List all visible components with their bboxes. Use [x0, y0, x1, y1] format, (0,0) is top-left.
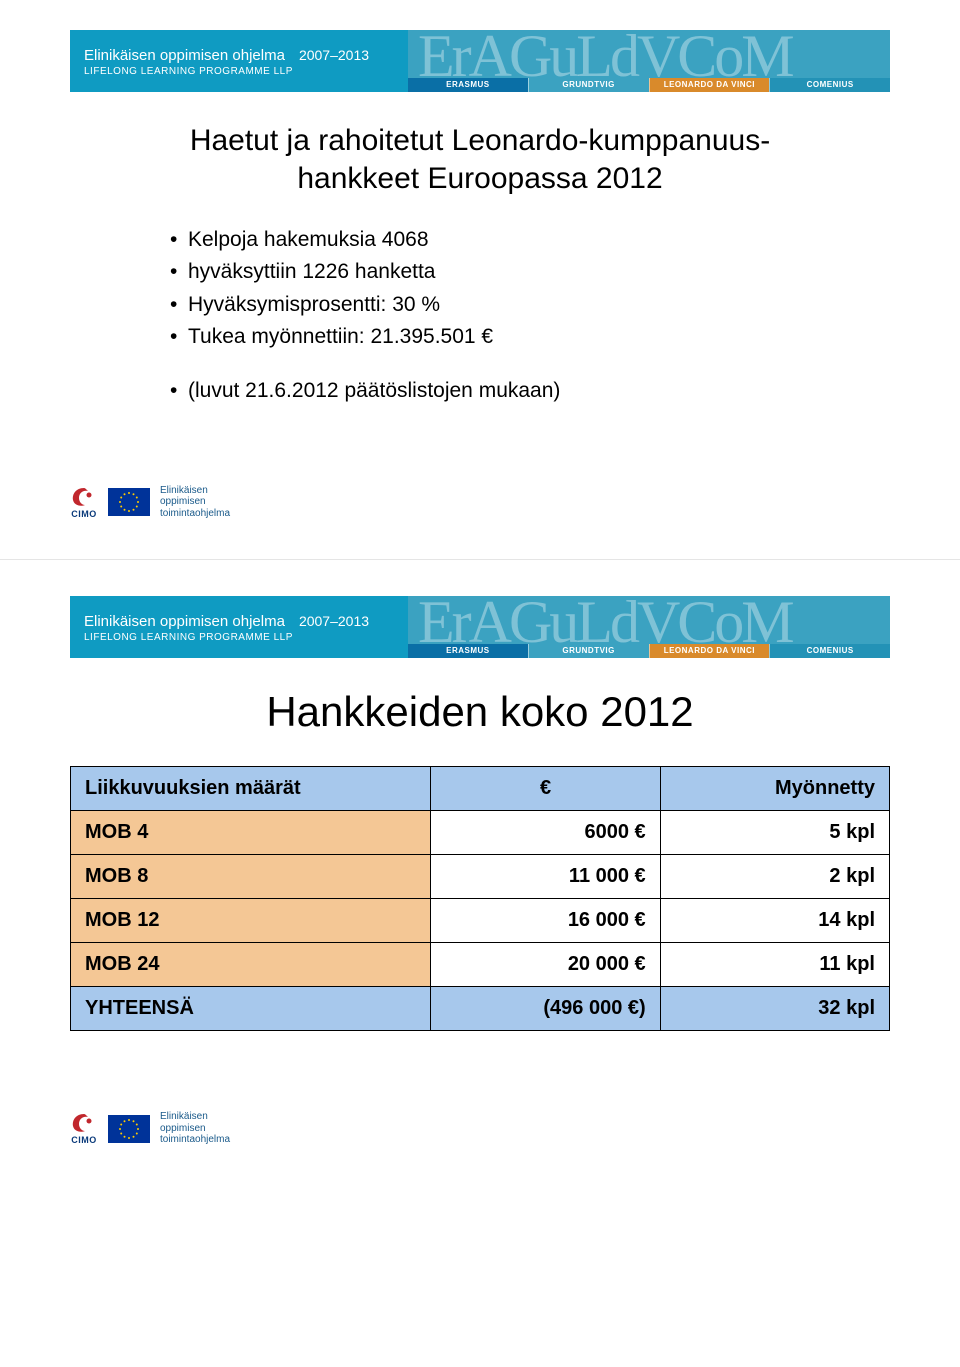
eu-flag-icon — [108, 488, 150, 516]
slide-divider — [0, 559, 960, 560]
table-row: MOB 4 6000 € 5 kpl — [71, 811, 890, 855]
row-count: 2 kpl — [660, 855, 889, 899]
footer-logos: CIMO Elinikäisenoppimisentoimintaohjelma — [70, 1111, 890, 1146]
cimo-text: CIMO — [71, 509, 97, 519]
table-footer-row: YHTEENSÄ (496 000 €) 32 kpl — [71, 987, 890, 1031]
bullet-item: Tukea myönnettiin: 21.395.501 € — [170, 322, 890, 351]
banner-tab: ERASMUS — [408, 644, 528, 658]
banner-left: Elinikäisen oppimisen ohjelma2007–2013 L… — [70, 30, 408, 92]
banner-tab: ERASMUS — [408, 78, 528, 92]
row-count: 14 kpl — [660, 899, 889, 943]
row-count: 11 kpl — [660, 943, 889, 987]
banner-left: Elinikäisen oppimisen ohjelma2007–2013 L… — [70, 596, 408, 658]
banner-tab: COMENIUS — [769, 644, 890, 658]
banner-tab: GRUNDTVIG — [528, 78, 649, 92]
row-label: MOB 24 — [71, 943, 431, 987]
table-header: Liikkuvuuksien määrät — [71, 767, 431, 811]
bullet-item: Hyväksymisprosentti: 30 % — [170, 290, 890, 319]
table-header: Myönnetty — [660, 767, 889, 811]
banner-tab: COMENIUS — [769, 78, 890, 92]
row-label: MOB 8 — [71, 855, 431, 899]
banner-subtitle: LIFELONG LEARNING PROGRAMME LLP — [84, 66, 394, 77]
footer-count: 32 kpl — [660, 987, 889, 1031]
cimo-logo: CIMO — [70, 486, 98, 519]
banner-tab: GRUNDTVIG — [528, 644, 649, 658]
programme-banner: Elinikäisen oppimisen ohjelma2007–2013 L… — [70, 596, 890, 658]
programme-text: Elinikäisenoppimisentoimintaohjelma — [160, 485, 230, 520]
programme-text: Elinikäisenoppimisentoimintaohjelma — [160, 1111, 230, 1146]
row-euro: 20 000 € — [431, 943, 660, 987]
slide1-title: Haetut ja rahoitetut Leonardo-kumppanuus… — [130, 122, 830, 197]
banner-tabs: ERASMUSGRUNDTVIGLEONARDO DA VINCICOMENIU… — [408, 78, 890, 92]
row-label: MOB 12 — [71, 899, 431, 943]
banner-tab: LEONARDO DA VINCI — [649, 78, 770, 92]
banner-tab: LEONARDO DA VINCI — [649, 644, 770, 658]
slide-2: Elinikäisen oppimisen ohjelma2007–2013 L… — [0, 566, 960, 1186]
slide-1: Elinikäisen oppimisen ohjelma2007–2013 L… — [0, 0, 960, 559]
hankkeiden-table: Liikkuvuuksien määrät € Myönnetty MOB 4 … — [70, 766, 890, 1031]
row-count: 5 kpl — [660, 811, 889, 855]
bullet-item: hyväksyttiin 1226 hanketta — [170, 257, 890, 286]
bullet-item: (luvut 21.6.2012 päätöslistojen mukaan) — [170, 376, 890, 405]
programme-banner: Elinikäisen oppimisen ohjelma2007–2013 L… — [70, 30, 890, 92]
table-row: MOB 8 11 000 € 2 kpl — [71, 855, 890, 899]
slide1-bullets: Kelpoja hakemuksia 4068 hyväksyttiin 1226… — [170, 225, 890, 405]
cimo-text: CIMO — [71, 1135, 97, 1145]
table-row: MOB 24 20 000 € 11 kpl — [71, 943, 890, 987]
table-header: € — [431, 767, 660, 811]
bullet-item: Kelpoja hakemuksia 4068 — [170, 225, 890, 254]
footer-label: YHTEENSÄ — [71, 987, 431, 1031]
footer-logos: CIMO Elinikäisenoppimisentoimintaohjelma — [70, 485, 890, 520]
eu-flag-icon — [108, 1115, 150, 1143]
banner-right: ErAGuLdVCoM ERASMUSGRUNDTVIGLEONARDO DA … — [408, 596, 890, 658]
banner-program-title: Elinikäisen oppimisen ohjelma2007–2013 — [84, 613, 394, 630]
row-euro: 6000 € — [431, 811, 660, 855]
table-row: MOB 12 16 000 € 14 kpl — [71, 899, 890, 943]
banner-tabs: ERASMUSGRUNDTVIGLEONARDO DA VINCICOMENIU… — [408, 644, 890, 658]
footer-euro: (496 000 €) — [431, 987, 660, 1031]
slide2-title: Hankkeiden koko 2012 — [70, 688, 890, 736]
banner-right: ErAGuLdVCoM ERASMUSGRUNDTVIGLEONARDO DA … — [408, 30, 890, 92]
row-euro: 11 000 € — [431, 855, 660, 899]
banner-program-title: Elinikäisen oppimisen ohjelma2007–2013 — [84, 47, 394, 64]
cimo-logo: CIMO — [70, 1112, 98, 1145]
row-label: MOB 4 — [71, 811, 431, 855]
banner-subtitle: LIFELONG LEARNING PROGRAMME LLP — [84, 632, 394, 643]
row-euro: 16 000 € — [431, 899, 660, 943]
